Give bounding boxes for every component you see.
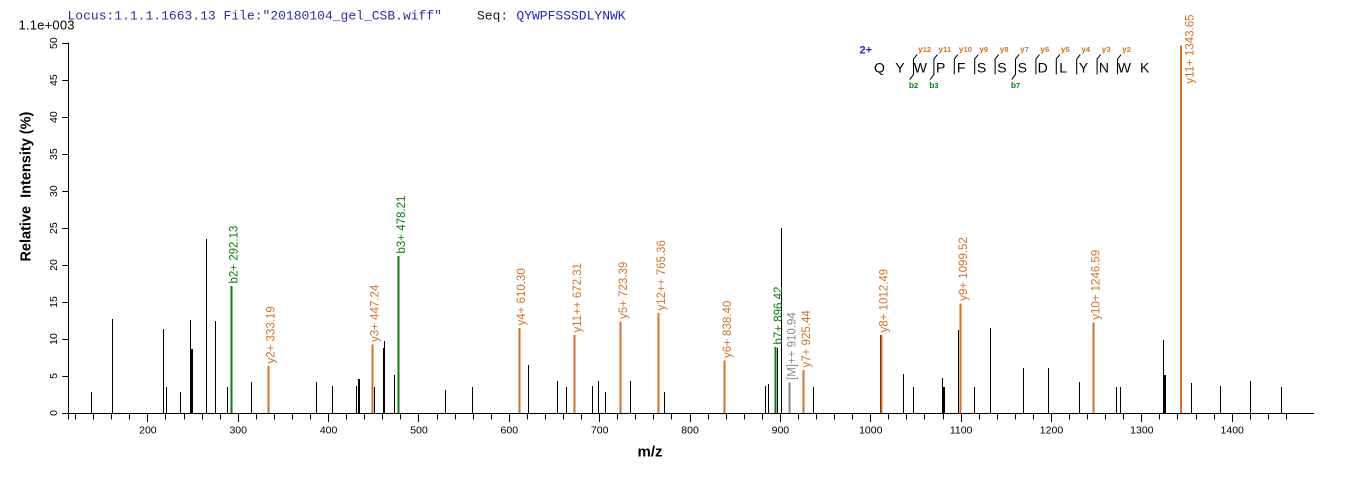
svg-text:y2: y2: [1122, 44, 1131, 54]
svg-text:y4+ 610.30: y4+ 610.30: [516, 268, 528, 325]
svg-text:y9+ 1099.52: y9+ 1099.52: [958, 237, 970, 301]
svg-text:y11: y11: [938, 44, 951, 54]
svg-text:1000: 1000: [859, 425, 883, 437]
svg-text:y3+ 447.24: y3+ 447.24: [370, 284, 382, 342]
svg-text:F: F: [957, 59, 966, 75]
svg-text:W: W: [914, 59, 928, 75]
svg-text:y7: y7: [1020, 44, 1029, 54]
svg-text:2+: 2+: [860, 45, 873, 57]
svg-text:[M]++ 910.94: [M]++ 910.94: [787, 312, 799, 380]
svg-text:35: 35: [48, 148, 60, 160]
svg-text:y10+ 1246.59: y10+ 1246.59: [1091, 250, 1103, 320]
svg-text:Seq:: Seq:: [477, 9, 508, 24]
svg-text:40: 40: [48, 111, 60, 123]
svg-text:700: 700: [591, 425, 609, 437]
svg-text:y12: y12: [918, 44, 931, 54]
svg-text:y3: y3: [1102, 44, 1111, 54]
svg-text:Locus:1.1.1.1663.13 File:"2018: Locus:1.1.1.1663.13 File:"20180104_gel_C…: [68, 9, 442, 24]
svg-text:30: 30: [48, 185, 60, 197]
svg-text:900: 900: [772, 425, 790, 437]
svg-text:b3: b3: [929, 80, 938, 90]
svg-text:y11++ 672.31: y11++ 672.31: [572, 263, 584, 333]
svg-text:25: 25: [48, 222, 60, 234]
svg-text:S: S: [977, 59, 986, 75]
svg-text:y2+ 333.19: y2+ 333.19: [266, 306, 278, 363]
svg-text:y11+ 1343.65: y11+ 1343.65: [1185, 14, 1197, 83]
svg-text:500: 500: [410, 425, 428, 437]
svg-text:K: K: [1140, 59, 1150, 75]
svg-text:y9: y9: [979, 44, 988, 54]
svg-text:1400: 1400: [1221, 425, 1245, 437]
svg-text:QYWPFSSSDLYNWK: QYWPFSSSDLYNWK: [516, 9, 625, 24]
svg-text:y12++ 765.36: y12++ 765.36: [656, 240, 668, 310]
svg-text:400: 400: [320, 425, 338, 437]
svg-text:b7+ 896.42: b7+ 896.42: [773, 287, 785, 345]
svg-text:Y: Y: [895, 59, 905, 75]
svg-text:50: 50: [48, 37, 60, 49]
svg-text:600: 600: [501, 425, 519, 437]
svg-text:y5: y5: [1061, 44, 1070, 54]
svg-text:b2+ 292.13: b2+ 292.13: [229, 226, 241, 284]
svg-text:y4: y4: [1081, 44, 1091, 54]
svg-text:y8: y8: [1000, 44, 1009, 54]
svg-text:45: 45: [48, 74, 60, 86]
svg-text:P: P: [936, 59, 945, 75]
svg-text:1200: 1200: [1040, 425, 1064, 437]
svg-text:y5+ 723.39: y5+ 723.39: [618, 262, 630, 319]
svg-text:y8+ 1012.49: y8+ 1012.49: [879, 269, 891, 333]
svg-text:10: 10: [48, 333, 60, 345]
svg-text:y6+ 838.40: y6+ 838.40: [722, 301, 734, 358]
svg-text:L: L: [1059, 59, 1067, 75]
svg-text:1.1e+003: 1.1e+003: [19, 18, 75, 33]
svg-text:1300: 1300: [1130, 425, 1154, 437]
svg-text:N: N: [1099, 59, 1109, 75]
svg-text:15: 15: [48, 296, 60, 308]
svg-text:20: 20: [48, 259, 60, 271]
svg-text:5: 5: [48, 373, 60, 379]
svg-text:y7+ 925.44: y7+ 925.44: [801, 310, 813, 368]
svg-text:300: 300: [229, 425, 247, 437]
svg-text:S: S: [997, 59, 1006, 75]
svg-text:0: 0: [48, 410, 60, 416]
svg-text:y6: y6: [1040, 44, 1049, 54]
svg-text:800: 800: [681, 425, 699, 437]
svg-text:b2: b2: [909, 80, 918, 90]
svg-text:D: D: [1038, 59, 1048, 75]
svg-text:b7: b7: [1011, 80, 1020, 90]
svg-text:m/z: m/z: [637, 444, 662, 461]
svg-text:W: W: [1118, 59, 1132, 75]
svg-text:y10: y10: [959, 44, 972, 54]
svg-text:Y: Y: [1079, 59, 1089, 75]
svg-text:b3+ 478.21: b3+ 478.21: [396, 196, 408, 254]
svg-text:200: 200: [139, 425, 157, 437]
svg-text:S: S: [1018, 59, 1027, 75]
svg-text:Relative Intensity (%): Relative Intensity (%): [19, 111, 35, 261]
svg-text:1100: 1100: [950, 425, 973, 437]
svg-text:Q: Q: [874, 59, 885, 75]
